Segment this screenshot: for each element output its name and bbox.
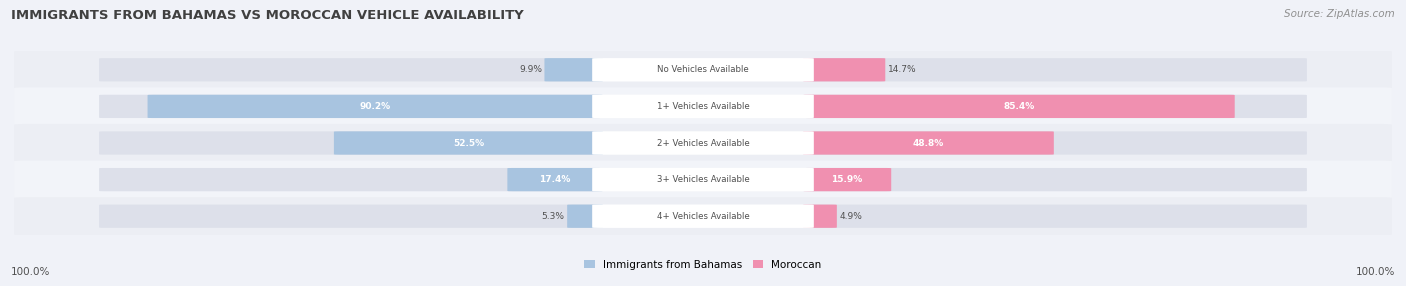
FancyBboxPatch shape [14, 160, 1392, 199]
FancyBboxPatch shape [14, 124, 1392, 162]
FancyBboxPatch shape [508, 168, 603, 191]
FancyBboxPatch shape [803, 131, 1054, 155]
Legend: Immigrants from Bahamas, Moroccan: Immigrants from Bahamas, Moroccan [585, 260, 821, 270]
FancyBboxPatch shape [333, 131, 603, 155]
Text: 4+ Vehicles Available: 4+ Vehicles Available [657, 212, 749, 221]
FancyBboxPatch shape [803, 58, 1306, 82]
Text: 52.5%: 52.5% [453, 138, 484, 148]
FancyBboxPatch shape [803, 95, 1234, 118]
Text: 15.9%: 15.9% [831, 175, 863, 184]
FancyBboxPatch shape [14, 51, 1392, 89]
FancyBboxPatch shape [100, 168, 603, 191]
FancyBboxPatch shape [100, 58, 603, 82]
Text: 14.7%: 14.7% [887, 65, 917, 74]
Text: 100.0%: 100.0% [1355, 267, 1395, 277]
FancyBboxPatch shape [803, 204, 837, 228]
FancyBboxPatch shape [803, 58, 886, 82]
Text: 9.9%: 9.9% [519, 65, 543, 74]
Text: Source: ZipAtlas.com: Source: ZipAtlas.com [1284, 9, 1395, 19]
Text: 48.8%: 48.8% [912, 138, 943, 148]
FancyBboxPatch shape [803, 95, 1306, 118]
FancyBboxPatch shape [592, 204, 814, 228]
Text: 100.0%: 100.0% [11, 267, 51, 277]
FancyBboxPatch shape [803, 168, 891, 191]
Text: 17.4%: 17.4% [540, 175, 571, 184]
FancyBboxPatch shape [544, 58, 603, 82]
Text: No Vehicles Available: No Vehicles Available [657, 65, 749, 74]
FancyBboxPatch shape [100, 95, 603, 118]
FancyBboxPatch shape [100, 204, 603, 228]
FancyBboxPatch shape [592, 58, 814, 82]
Text: 90.2%: 90.2% [360, 102, 391, 111]
Text: 3+ Vehicles Available: 3+ Vehicles Available [657, 175, 749, 184]
FancyBboxPatch shape [14, 87, 1392, 126]
FancyBboxPatch shape [803, 204, 1306, 228]
FancyBboxPatch shape [592, 131, 814, 155]
Text: 1+ Vehicles Available: 1+ Vehicles Available [657, 102, 749, 111]
FancyBboxPatch shape [100, 131, 603, 155]
Text: IMMIGRANTS FROM BAHAMAS VS MOROCCAN VEHICLE AVAILABILITY: IMMIGRANTS FROM BAHAMAS VS MOROCCAN VEHI… [11, 9, 524, 21]
FancyBboxPatch shape [803, 131, 1306, 155]
Text: 85.4%: 85.4% [1004, 102, 1035, 111]
FancyBboxPatch shape [148, 95, 603, 118]
FancyBboxPatch shape [592, 95, 814, 118]
Text: 4.9%: 4.9% [839, 212, 862, 221]
Text: 2+ Vehicles Available: 2+ Vehicles Available [657, 138, 749, 148]
FancyBboxPatch shape [592, 168, 814, 191]
FancyBboxPatch shape [803, 168, 1306, 191]
Text: 5.3%: 5.3% [541, 212, 565, 221]
FancyBboxPatch shape [14, 197, 1392, 235]
FancyBboxPatch shape [567, 204, 603, 228]
